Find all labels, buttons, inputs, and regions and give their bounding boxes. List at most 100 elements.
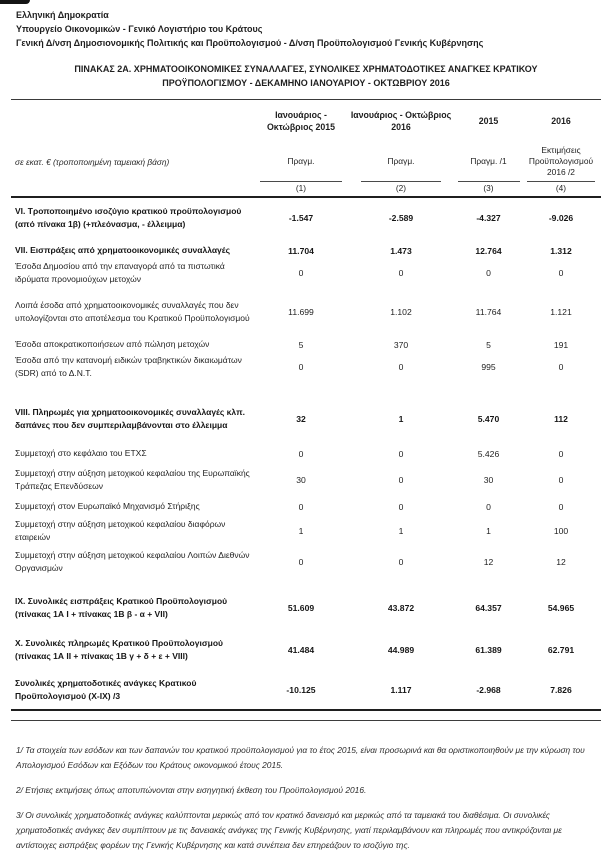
table-end-rules [11, 709, 601, 721]
cell-value: 995 [481, 362, 496, 372]
cell-value: 1.117 [390, 685, 412, 695]
cell-value: 0 [486, 268, 491, 278]
column-index-4: (4) [555, 183, 567, 193]
cell-value: 54.965 [547, 603, 575, 613]
column-underline-2 [346, 181, 456, 182]
column-underline-row [11, 181, 601, 182]
footnote-2: 2/ Ετήσιες εκτιμήσεις όπως αποτυπώνονται… [16, 785, 367, 795]
cell-value: 5.426 [477, 448, 500, 459]
table-row: Έσοδα από την κατανομή ειδικών τραβηκτικ… [11, 354, 601, 380]
row-label: VII. Εισπράξεις από χρηματοοικονομικές σ… [15, 245, 231, 255]
cell-value: 30 [296, 475, 306, 485]
cell-value: 11.699 [288, 307, 314, 317]
cell-value: 0 [486, 501, 491, 512]
cell-value: 0 [398, 475, 404, 485]
cell-value: 1.312 [550, 245, 572, 256]
unit-label: σε εκατ. € (τροποποιημένη ταμειακή βάση) [15, 156, 170, 167]
cell-value: 0 [398, 362, 404, 372]
column-underline-3 [456, 181, 521, 182]
measure-header-row: σε εκατ. € (τροποποιημένη ταμειακή βάση)… [11, 145, 601, 178]
column-header-period-1: Ιανουάριος - Οκτώβριος 2015 [266, 110, 336, 132]
row-label: Έσοδα Δημοσίου από την επαναγορά από τα … [15, 261, 225, 284]
cell-value: -1.547 [288, 213, 314, 223]
table-header: Ιανουάριος - Οκτώβριος 2015 Ιανουάριος -… [11, 100, 601, 198]
row-label: IX. Συνολικές εισπράξεις Κρατικού Προϋπο… [15, 596, 228, 619]
row-label: Έσοδα από την κατανομή ειδικών τραβηκτικ… [15, 355, 242, 378]
cell-value: 1 [298, 526, 304, 536]
cell-value: 30 [483, 475, 494, 485]
cell-value: -4.327 [476, 213, 501, 223]
column-underline-4 [521, 181, 601, 182]
table-row: X. Συνολικές πληρωμές Κρατικού Προϋπολογ… [11, 637, 601, 663]
cell-value: 51.609 [287, 603, 315, 613]
footnotes: 1/ Τα στοιχεία των εσόδων και των δαπανώ… [13, 743, 599, 853]
column-measure-3: Πραγμ. /1 [470, 156, 507, 166]
table-row: Έσοδα αποκρατικοποιήσεων από πώληση μετο… [11, 338, 601, 351]
cell-value: -2.968 [476, 685, 501, 695]
column-index-1: (1) [295, 183, 307, 193]
row-label: Συμμετοχή στον Ευρωπαϊκό Μηχανισμό Στήρι… [15, 501, 200, 511]
cell-value: 7.826 [550, 685, 572, 695]
table-row: VIII. Πληρωμές για χρηματοοικονομικές συ… [11, 406, 601, 432]
letterhead-line-1: Ελληνική Δημοκρατία [16, 10, 109, 20]
footnote-3: 3/ Οι συνολικές χρηματοδοτικές ανάγκες κ… [16, 810, 562, 850]
cell-value: 32 [296, 414, 306, 424]
column-measure-1: Πραγμ. [287, 156, 315, 166]
row-label: Συμμετοχή στην αύξηση μετοχικού κεφαλαίο… [15, 468, 250, 491]
row-label: X. Συνολικές πληρωμές Κρατικού Προϋπολογ… [15, 638, 223, 661]
cell-value: 1.473 [390, 245, 412, 256]
table-body: VI. Τροποποιημένο ισοζύγιο κρατικού προϋ… [11, 205, 601, 703]
row-label: Συμμετοχή στο κεφάλαιο του ΕΤΧΣ [15, 448, 147, 458]
cell-value: 44.989 [387, 645, 415, 655]
cell-value: 43.872 [387, 603, 415, 613]
table-row: Συνολικές χρηματοδοτικές ανάγκες Κρατικο… [11, 677, 601, 703]
cell-value: 0 [398, 501, 404, 512]
cell-value: 0 [398, 268, 404, 278]
row-label: VI. Τροποποιημένο ισοζύγιο κρατικού προϋ… [15, 206, 242, 229]
period-header-row: Ιανουάριος - Οκτώβριος 2015 Ιανουάριος -… [11, 100, 601, 133]
column-index-2: (2) [395, 183, 407, 193]
cell-value: 0 [558, 501, 564, 512]
cell-value: 5 [486, 339, 491, 350]
end-rule-thick [11, 709, 601, 711]
table-row: Συμμετοχή στην αύξηση μετοχικού κεφαλαίο… [11, 518, 601, 544]
column-header-period-3: 2015 [478, 116, 499, 126]
cell-value: 0 [398, 557, 404, 567]
table-row: Συμμετοχή στην αύξηση μετοχικού κεφαλαίο… [11, 549, 601, 575]
cell-value: 0 [558, 475, 564, 485]
end-rule-thin [11, 720, 601, 721]
table-title: ΠΙΝΑΚΑΣ 2Α. ΧΡΗΜΑΤΟΟΙΚΟΝΟΜΙΚΕΣ ΣΥΝΑΛΛΑΓΕ… [74, 64, 538, 88]
cell-value: 0 [558, 362, 564, 372]
table-row: Συμμετοχή στον Ευρωπαϊκό Μηχανισμό Στήρι… [11, 500, 601, 513]
table-row: IX. Συνολικές εισπράξεις Κρατικού Προϋπο… [11, 595, 601, 621]
cell-value: 41.484 [287, 645, 315, 655]
letterhead-line-3: Γενική Δ/νση Δημοσιονομικής Πολιτικής κα… [16, 38, 484, 48]
cell-value: 61.389 [475, 645, 502, 655]
column-header-period-2: Ιανουάριος - Οκτώβριος 2016 [350, 110, 452, 132]
cell-value: 1 [486, 526, 491, 536]
letterhead: Ελληνική Δημοκρατία Υπουργείο Οικονομικώ… [0, 0, 612, 50]
cell-value: 0 [298, 448, 304, 459]
budget-table: Ιανουάριος - Οκτώβριος 2015 Ιανουάριος -… [11, 99, 601, 721]
cell-value: 1.102 [390, 307, 412, 317]
footnote-1: 1/ Τα στοιχεία των εσόδων και των δαπανώ… [16, 745, 585, 770]
cell-value: 0 [298, 557, 304, 567]
cell-value: 1.121 [550, 307, 572, 317]
row-label: Συμμετοχή στην αύξηση μετοχικού κεφαλαίο… [15, 550, 250, 573]
cell-value: -9.026 [548, 213, 574, 223]
cell-value: 12 [483, 557, 494, 567]
cell-value: 191 [553, 339, 569, 350]
cell-value: 0 [298, 268, 304, 278]
cell-value: 112 [554, 414, 568, 424]
row-label: Λοιπά έσοδα από χρηματοοικονομικές συναλ… [15, 300, 250, 323]
table-row: VII. Εισπράξεις από χρηματοοικονομικές σ… [11, 244, 601, 257]
letterhead-line-2: Υπουργείο Οικονομικών - Γενικό Λογιστήρι… [16, 24, 263, 34]
cell-value: 5 [298, 339, 304, 350]
cell-value: 0 [558, 268, 564, 278]
row-label: Συμμετοχή στην αύξηση μετοχικού κεφαλαίο… [15, 519, 226, 542]
cell-value: -10.125 [286, 685, 316, 695]
index-spacer [11, 182, 256, 196]
cell-value: 370 [393, 339, 409, 350]
table-row: Συμμετοχή στο κεφάλαιο του ΕΤΧΣ 0 0 5.426 0 [11, 447, 601, 460]
